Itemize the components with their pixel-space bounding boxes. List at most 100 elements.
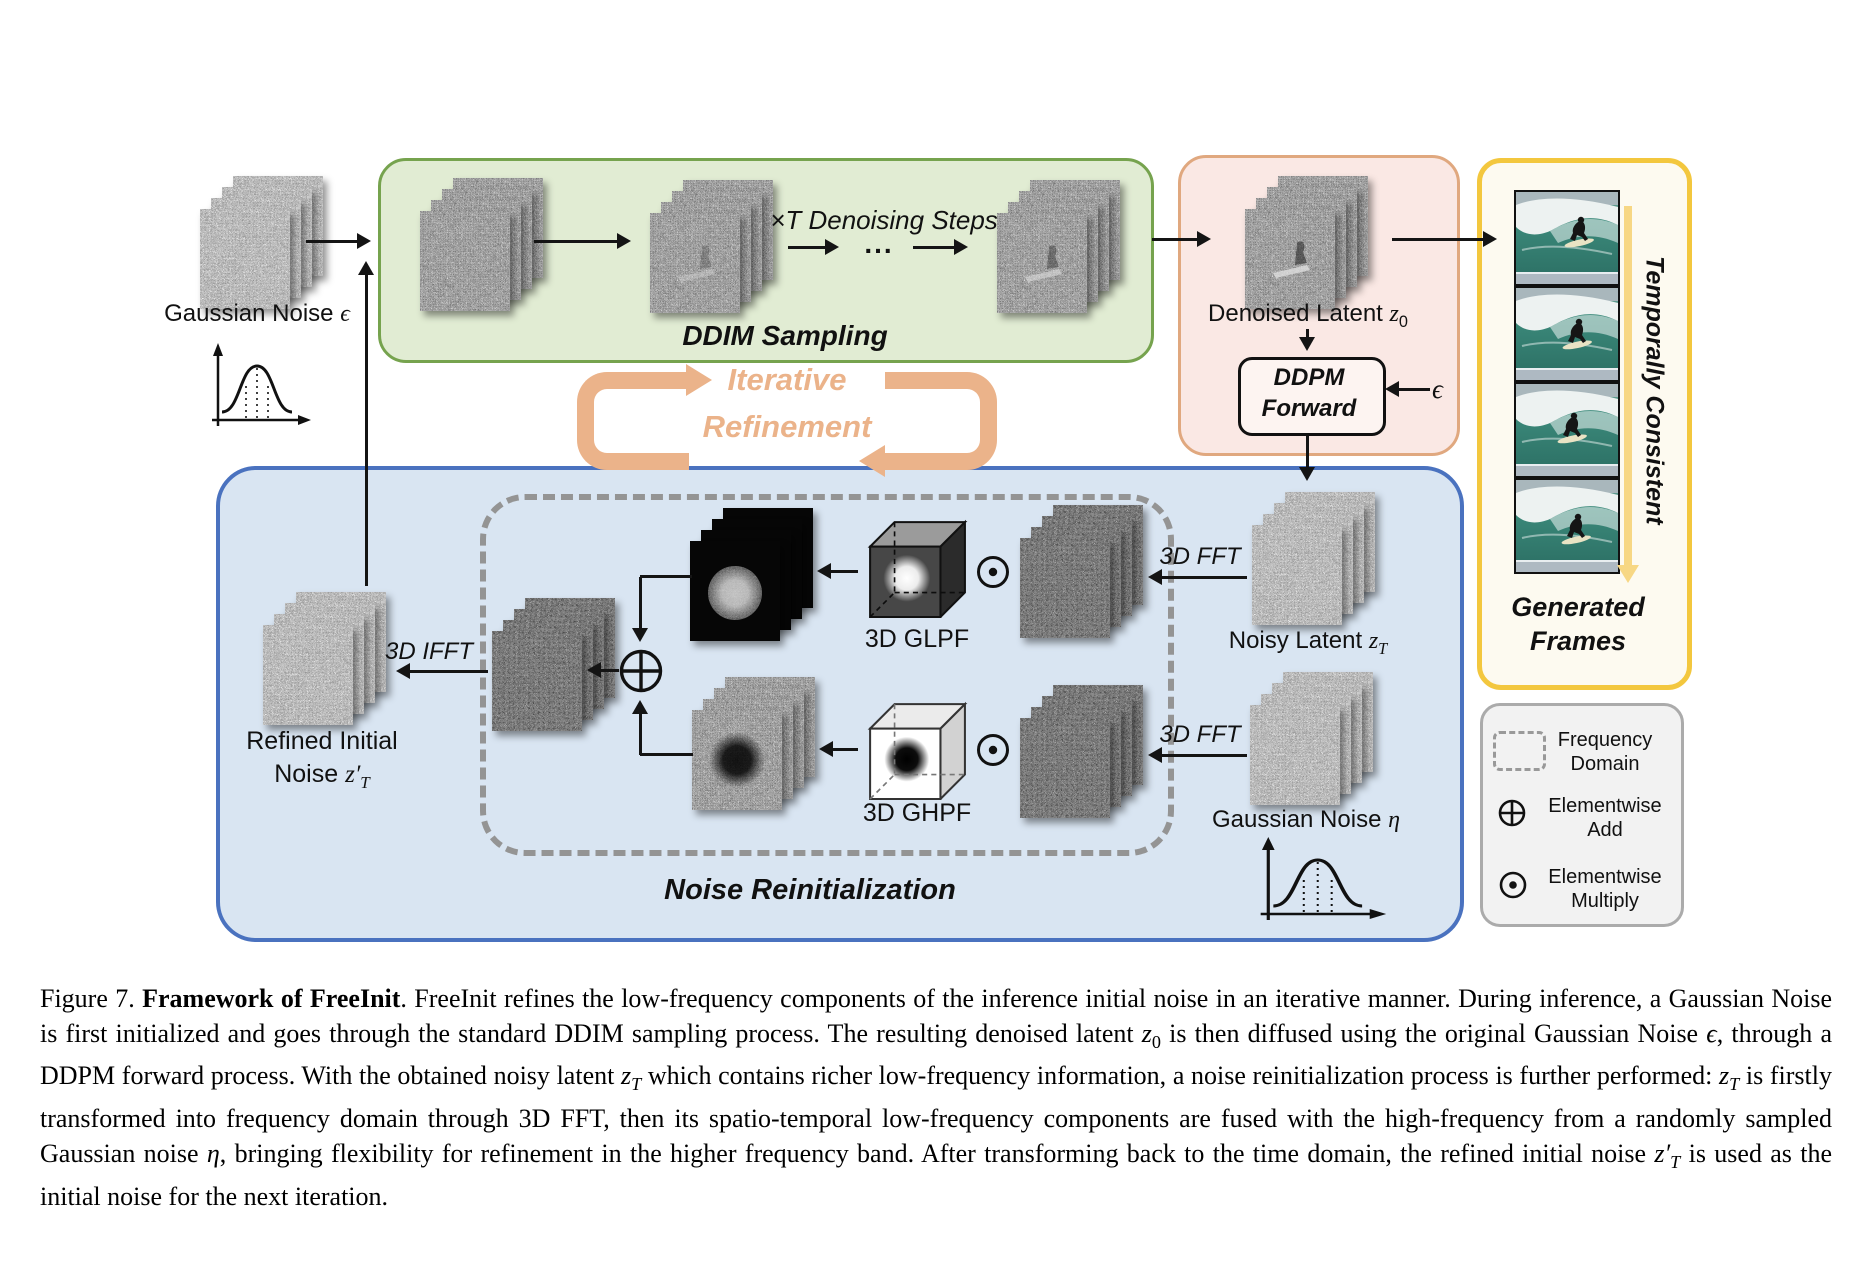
eta-glyph: η <box>1388 807 1400 833</box>
fft-label-top: 3D FFT <box>1159 543 1241 570</box>
legend-panel <box>1480 703 1684 927</box>
denoising-steps-dots: ... <box>864 228 894 259</box>
noise-frame <box>200 209 290 309</box>
ddim-noise-stack-1 <box>420 178 543 311</box>
legend-frequency-line2: Domain <box>1570 753 1640 775</box>
noisy-latent-stack <box>1252 492 1375 625</box>
iterative-cycle-arc-right <box>885 372 997 470</box>
noise-frame <box>1020 538 1110 638</box>
arrow-denoise-step-1 <box>534 233 631 249</box>
legend-multiply-line2: Multiply <box>1571 890 1639 912</box>
z-glyph-2: z <box>1368 628 1379 654</box>
legend-add-line1: Elementwise <box>1548 795 1662 817</box>
ddim-sampling-title: DDIM Sampling <box>682 320 888 351</box>
arrow-denoised-to-ddpm <box>1299 329 1315 351</box>
denoising-steps-label: ×T Denoising Steps <box>770 205 998 235</box>
fft-spectrum-stack-bottom <box>1020 685 1143 818</box>
noise-frame <box>1250 705 1340 805</box>
arrow-denoise-step-3 <box>913 239 968 255</box>
refined-noise-label-line2: Noise z′T <box>212 760 432 793</box>
epsilon-glyph: ϵ <box>340 301 350 327</box>
legend-multiply-line1: Elementwise <box>1548 866 1662 888</box>
denoised-latent-label: Denoised Latent z0 <box>1178 300 1438 332</box>
ghpf-label: 3D GHPF <box>862 799 972 827</box>
legend-frequency-line1: Frequency <box>1557 729 1653 751</box>
generated-frame-4 <box>1514 478 1620 574</box>
arrow-denoised-to-frames <box>1392 231 1497 247</box>
ddpm-forward-line1: DDPM <box>1273 364 1345 391</box>
arrow-glpf-filter <box>817 563 858 579</box>
arrow-ddim-to-denoised <box>1152 231 1211 247</box>
denoised-latent-stack <box>1245 176 1368 309</box>
refined-noise-label-line1: Refined Initial <box>246 727 398 755</box>
arrow-ddpm-to-noisy-latent <box>1299 431 1315 481</box>
temporally-consistent-label: Temporally Consistent <box>1640 255 1669 525</box>
lowfreq-filtered-stack <box>690 508 813 641</box>
arrow-epsilon-to-ddpm <box>1385 381 1430 397</box>
noise-frame <box>1020 718 1110 818</box>
noise-frame <box>997 213 1087 313</box>
highfreq-filtered-stack <box>692 677 815 810</box>
arrow-denoise-step-2 <box>788 239 839 255</box>
arrow-fft-noisy-latent <box>1148 569 1247 585</box>
refined-initial-noise-stack <box>263 592 386 725</box>
gaussian-noise-eta-label: Gaussian Noise η <box>1176 806 1436 834</box>
noise-frame <box>1245 209 1335 309</box>
noisy-latent-text: Noisy Latent <box>1228 627 1369 654</box>
z-prime-subscript-T: T <box>360 773 370 792</box>
iterative-cycle-arrowhead-left <box>859 445 885 477</box>
iterative-label-line2: Refinement <box>702 409 872 444</box>
arrow-gaussian-to-ddim <box>306 233 371 249</box>
gaussian-noise-epsilon-text: Gaussian Noise <box>164 300 341 327</box>
gaussian-noise-epsilon-stack <box>200 176 323 309</box>
generated-frame-3 <box>1514 382 1620 478</box>
iterative-label-line1: Iterative <box>727 362 847 397</box>
denoised-latent-text: Denoised Latent <box>1208 300 1390 327</box>
noise-frame <box>692 710 782 810</box>
fft-label-bottom: 3D FFT <box>1159 721 1241 748</box>
figure-caption: Figure 7. Framework of FreeInit. FreeIni… <box>40 984 1833 1211</box>
noise-frame <box>492 631 582 731</box>
legend-elementwise-multiply-icon <box>1499 871 1527 899</box>
noise-frame <box>650 213 740 313</box>
gaussian-curve-icon-epsilon <box>210 341 313 428</box>
arrow-ghpf-filter <box>819 741 858 757</box>
generated-frame-2 <box>1514 286 1620 382</box>
ghpf-cube-icon <box>867 701 968 800</box>
ddpm-forward-line2: Forward <box>1261 395 1357 422</box>
generated-frames-label-line2: Frames <box>1529 626 1627 656</box>
arrow-sum-to-fused <box>587 662 619 678</box>
noise-reinitialization-title: Noise Reinitialization <box>664 874 956 906</box>
glpf-label: 3D GLPF <box>864 625 970 653</box>
frequency-domain-region <box>480 494 1174 856</box>
ddpm-forward-box <box>1238 357 1386 436</box>
gaussian-curve-icon-eta <box>1258 835 1389 922</box>
legend-add-line2: Add <box>1587 819 1623 841</box>
noise-frame <box>263 625 353 725</box>
z-subscript-T: T <box>1378 638 1388 658</box>
arrow-refined-feedback <box>358 261 374 586</box>
z-subscript-0: 0 <box>1398 312 1408 331</box>
z-glyph: z <box>1389 301 1399 327</box>
gaussian-noise-eta-text: Gaussian Noise <box>1212 806 1389 833</box>
fused-frequency-stack <box>492 598 615 731</box>
ifft-label: 3D IFFT <box>385 638 473 665</box>
arrow-fft-eta <box>1148 747 1247 763</box>
legend-elementwise-add-icon <box>1498 799 1526 827</box>
generated-frames-label-line1: Generated <box>1511 592 1645 622</box>
iterative-cycle-arc-left <box>577 372 689 470</box>
epsilon-symbol: ϵ <box>1432 374 1443 404</box>
glpf-cube-icon <box>867 519 968 618</box>
arrow-ifft <box>396 663 488 679</box>
connector-lowfreq-to-sum-v <box>632 577 648 642</box>
refined-noise-text: Noise <box>274 760 346 788</box>
connector-highfreq-to-sum-v <box>632 700 648 755</box>
noise-frame <box>690 541 780 641</box>
temporal-consistency-arrow <box>1617 206 1639 583</box>
gaussian-noise-eta-stack <box>1250 672 1373 805</box>
gaussian-noise-epsilon-label: Gaussian Noise ϵ <box>147 300 367 328</box>
noise-frame <box>1252 525 1342 625</box>
connector-highfreq-to-sum-h <box>640 753 693 756</box>
frequency-domain-legend-icon <box>1493 731 1546 771</box>
